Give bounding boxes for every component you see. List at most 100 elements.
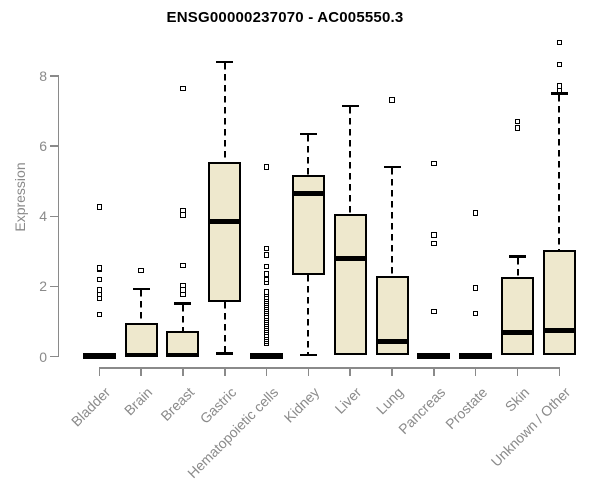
whisker-cap [174,302,192,305]
x-tick-label: Lung [373,384,407,418]
outlier-point [263,252,270,258]
median-line [375,339,409,344]
median-line [208,219,242,224]
outlier-point [431,308,437,315]
outlier-point [472,285,479,291]
x-tick [474,368,477,376]
x-tick-label: Skin [501,384,532,415]
outlier-point [138,267,144,273]
whisker-line [391,167,394,276]
outlier-point [96,204,103,210]
outlier-point [180,262,186,269]
x-tick-label: Breast [157,384,198,424]
median-line [333,256,367,261]
whisker-line [140,289,143,324]
outlier-point [556,61,563,68]
x-tick-label: Prostate [441,384,490,433]
x-tick [516,368,519,376]
x-tick [558,368,561,376]
outlier-point [514,118,521,125]
outlier-point [514,125,521,131]
y-tick-label: 6 [39,138,47,155]
x-tick [140,368,142,376]
x-axis-line [98,367,561,369]
x-tick [265,368,268,376]
median-line [459,353,493,359]
x-tick [224,368,226,376]
x-tick [98,368,101,376]
whisker-cap [132,287,150,291]
y-tick-label: 2 [39,278,47,295]
whisker-cap [383,165,401,169]
outlier-point [472,210,479,216]
whisker-line [516,257,519,277]
whisker-line [307,274,310,354]
chart-title: ENSG00000237070 - AC005550.3 [166,9,404,26]
y-tick [50,75,59,77]
x-tick [182,368,184,376]
outlier-point [263,276,270,283]
whisker-cap [341,104,359,107]
whisker-line [307,134,310,175]
median-line [417,353,451,359]
median-line [124,352,158,358]
whisker-line [223,62,226,162]
outlier-point [180,212,186,218]
y-tick [50,145,59,147]
whisker-line [181,304,184,332]
outlier-point [472,310,479,317]
median-line [542,328,576,333]
whisker-cap [509,255,526,258]
whisker-line [349,106,352,214]
outlier-point [556,83,563,89]
y-tick [50,215,59,217]
outlier-point [96,265,103,271]
box [333,213,367,355]
whisker-cap [216,60,234,64]
outlier-point [180,282,186,289]
outlier-point [389,97,395,103]
outlier-point [96,276,103,283]
outlier-point [431,160,437,167]
x-tick-label: Bladder [68,384,114,430]
x-tick [433,368,435,376]
x-tick-label: Unknown / Other [488,384,574,470]
outlier-point [263,245,270,252]
median-line [291,191,325,196]
y-tick-label: 4 [39,208,47,225]
whisker-cap [550,92,568,95]
outlier-point [263,263,270,270]
y-tick-label: 8 [39,68,47,85]
median-line [166,352,200,358]
whisker-cap [299,353,317,356]
x-tick [307,368,310,376]
box [124,323,158,357]
outlier-point [263,164,270,170]
outlier-point [431,232,437,238]
outlier-point [431,240,437,247]
x-tick [349,368,351,376]
x-tick-label: Liver [331,384,365,417]
y-tick [50,285,59,288]
box [291,174,325,275]
box [208,161,242,303]
y-axis-line [57,76,60,358]
outlier-point [96,287,103,293]
median-line [501,330,534,335]
box [501,276,534,356]
box [542,249,576,356]
outlier-point [263,271,270,277]
outlier-point [96,311,103,318]
whisker-line [223,302,226,353]
median-line [250,353,284,359]
whisker-line [558,94,561,250]
x-tick-label: Brain [120,384,156,419]
whisker-cap [299,132,317,136]
y-tick [50,355,59,358]
x-tick [391,368,393,376]
outlier-point [556,39,563,46]
outlier-point [263,289,270,295]
whisker-cap [216,352,234,355]
